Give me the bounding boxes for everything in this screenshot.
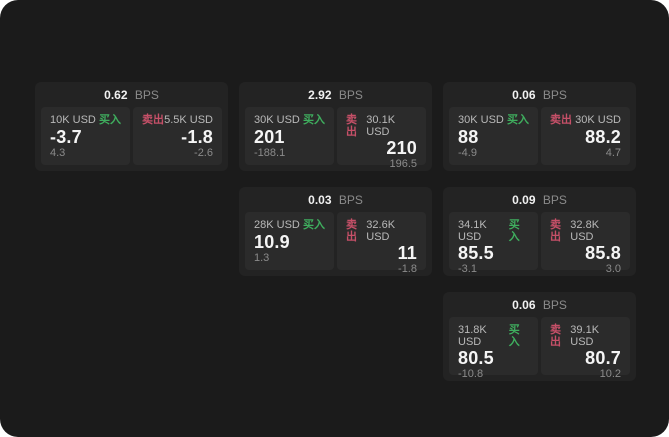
bps-value: 2.92 — [308, 88, 332, 102]
buy-sub-value: -188.1 — [254, 147, 286, 159]
buy-side-label: 买入 — [508, 219, 520, 243]
bps-value: 0.06 — [512, 298, 536, 312]
buy-side-label: 买入 — [99, 114, 121, 126]
card-header: 0.62 BPS — [41, 87, 222, 103]
sell-sub-value: 3.0 — [605, 263, 621, 275]
quote-card-6: 0.06 BPS 31.8K USD 买入 80.5 -10.8 卖出 39.1… — [443, 292, 636, 381]
sell-amount: 39.1K USD — [570, 324, 600, 348]
buy-price: 80.5 — [458, 348, 494, 368]
buy-price: 201 — [254, 126, 285, 147]
bps-unit-label: BPS — [338, 193, 363, 207]
sell-side-label: 卖出 — [550, 219, 561, 243]
quote-cards-grid: 0.62 BPS 10K USD 买入 -3.7 4.3 卖出 5.5K USD — [35, 82, 636, 381]
bps-value: 0.09 — [512, 193, 536, 207]
sell-panel[interactable]: 卖出 30.1K USD 210 196.5 — [337, 107, 426, 170]
buy-side-label: 买入 — [507, 114, 529, 126]
sell-sub-value: -1.8 — [398, 263, 417, 275]
buy-side-label: 买入 — [508, 324, 520, 348]
sell-amount: 32.6K USD — [366, 219, 396, 243]
sell-sub-value: 10.2 — [599, 368, 621, 380]
bps-unit-label: BPS — [134, 88, 159, 102]
buy-sub-value: 4.3 — [50, 147, 66, 159]
sell-side-label: 卖出 — [346, 219, 357, 243]
sell-side-label: 卖出 — [142, 114, 164, 126]
buy-price: -3.7 — [50, 126, 82, 147]
sell-price: 88.2 — [585, 126, 621, 147]
buy-panel[interactable]: 31.8K USD 买入 80.5 -10.8 — [449, 317, 538, 380]
sell-side-label: 卖出 — [346, 114, 357, 138]
sell-amount: 30.1K USD — [366, 114, 396, 138]
buy-panel[interactable]: 34.1K USD 买入 85.5 -3.1 — [449, 212, 538, 275]
buy-sub-value: -10.8 — [458, 368, 484, 380]
buy-price: 88 — [458, 126, 479, 147]
buy-panel[interactable]: 30K USD 买入 88 -4.9 — [449, 107, 538, 165]
sell-panel[interactable]: 卖出 39.1K USD 80.7 10.2 — [541, 317, 630, 380]
sell-sub-value: -2.6 — [194, 147, 213, 159]
quote-card-3: 0.06 BPS 30K USD 买入 88 -4.9 卖出 30K USD — [443, 82, 636, 171]
card-header: 0.06 BPS — [449, 87, 630, 103]
sell-side-label: 卖出 — [550, 324, 561, 348]
bps-unit-label: BPS — [542, 298, 567, 312]
buy-side-label: 买入 — [303, 219, 325, 231]
buy-sub-value: -3.1 — [458, 263, 477, 275]
buy-amount: 10K USD — [50, 114, 96, 126]
sell-sub-value: 196.5 — [389, 158, 417, 170]
sell-panel[interactable]: 卖出 5.5K USD -1.8 -2.6 — [133, 107, 222, 165]
quote-card-4: 0.03 BPS 28K USD 买入 10.9 1.3 卖出 32.6K US… — [239, 187, 432, 276]
bps-value: 0.06 — [512, 88, 536, 102]
sell-price: 80.7 — [585, 348, 621, 368]
quote-card-2: 2.92 BPS 30K USD 买入 201 -188.1 卖出 30.1K … — [239, 82, 432, 171]
card-header: 0.03 BPS — [245, 192, 426, 208]
bps-unit-label: BPS — [338, 88, 363, 102]
buy-amount: 34.1K USD — [458, 219, 487, 243]
buy-amount: 31.8K USD — [458, 324, 487, 348]
buy-amount: 30K USD — [458, 114, 504, 126]
buy-panel[interactable]: 30K USD 买入 201 -188.1 — [245, 107, 334, 165]
sell-panel[interactable]: 卖出 30K USD 88.2 4.7 — [541, 107, 630, 165]
sell-amount: 5.5K USD — [164, 114, 213, 126]
buy-price: 85.5 — [458, 243, 494, 263]
card-header: 2.92 BPS — [245, 87, 426, 103]
buy-panel[interactable]: 10K USD 买入 -3.7 4.3 — [41, 107, 130, 165]
sell-price: 210 — [386, 138, 417, 158]
sell-panel[interactable]: 卖出 32.8K USD 85.8 3.0 — [541, 212, 630, 275]
sell-amount: 30K USD — [575, 114, 621, 126]
buy-amount: 30K USD — [254, 114, 300, 126]
card-header: 0.09 BPS — [449, 192, 630, 208]
bps-value: 0.62 — [104, 88, 128, 102]
buy-sub-value: 1.3 — [254, 252, 270, 264]
sell-price: -1.8 — [181, 126, 213, 147]
sell-sub-value: 4.7 — [605, 147, 621, 159]
quote-card-5: 0.09 BPS 34.1K USD 买入 85.5 -3.1 卖出 32.8K… — [443, 187, 636, 276]
bps-value: 0.03 — [308, 193, 332, 207]
sell-panel[interactable]: 卖出 32.6K USD 11 -1.8 — [337, 212, 426, 275]
sell-side-label: 卖出 — [550, 114, 572, 126]
buy-sub-value: -4.9 — [458, 147, 477, 159]
bps-unit-label: BPS — [542, 193, 567, 207]
buy-panel[interactable]: 28K USD 买入 10.9 1.3 — [245, 212, 334, 270]
sell-price: 11 — [397, 243, 417, 263]
buy-side-label: 买入 — [303, 114, 325, 126]
card-header: 0.06 BPS — [449, 297, 630, 313]
buy-price: 10.9 — [254, 231, 290, 252]
sell-amount: 32.8K USD — [570, 219, 600, 243]
bps-unit-label: BPS — [542, 88, 567, 102]
sell-price: 85.8 — [585, 243, 621, 263]
quote-card-1: 0.62 BPS 10K USD 买入 -3.7 4.3 卖出 5.5K USD — [35, 82, 228, 171]
buy-amount: 28K USD — [254, 219, 300, 231]
